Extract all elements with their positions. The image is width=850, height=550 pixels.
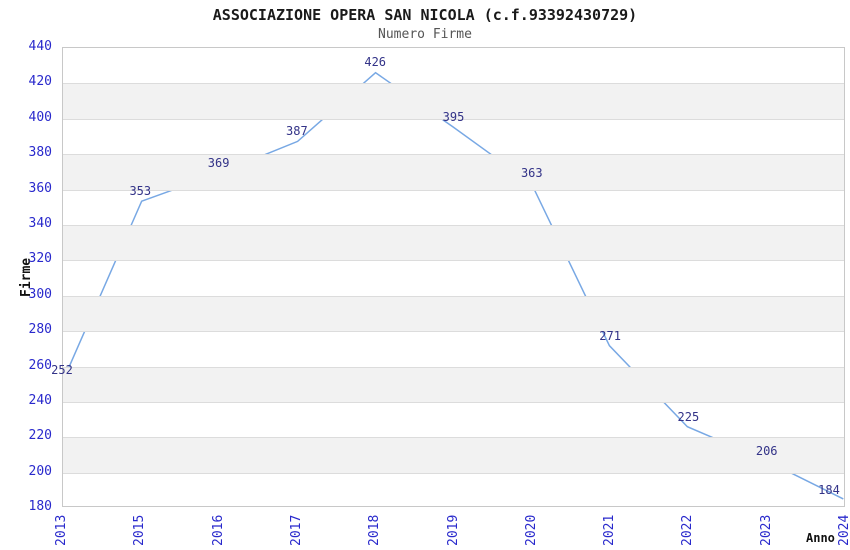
- gridline: [63, 295, 844, 297]
- y-tick-label: 360: [28, 180, 52, 196]
- x-tick-label: 2013: [54, 514, 69, 546]
- x-tick-label: 2021: [602, 514, 618, 546]
- y-tick-label: 420: [28, 74, 52, 90]
- series-line: [63, 71, 844, 500]
- x-tick-label: 2020: [523, 514, 539, 546]
- gridline: [63, 260, 844, 262]
- plot-band: [63, 295, 844, 332]
- gridline: [63, 437, 844, 439]
- data-point-label: 369: [207, 155, 230, 170]
- y-tick-label: 260: [28, 357, 52, 373]
- y-tick-label: 320: [28, 251, 52, 267]
- x-axis-title: Anno: [806, 531, 835, 545]
- plot-area: [62, 47, 845, 507]
- y-tick-label: 200: [28, 463, 52, 479]
- plot-band: [63, 224, 844, 261]
- gridline: [63, 154, 844, 156]
- data-point-label: 206: [755, 444, 778, 458]
- plot-band: [63, 437, 844, 473]
- y-tick-label: 440: [28, 39, 52, 54]
- x-tick-label: 2016: [210, 514, 226, 546]
- gridline: [63, 331, 844, 333]
- data-point-label: 363: [520, 166, 543, 181]
- chart-subtitle: Numero Firme: [378, 27, 472, 42]
- gridline: [63, 83, 844, 85]
- x-tick-label: 2022: [680, 514, 696, 546]
- x-tick-label: 2019: [445, 514, 461, 546]
- gridline: [63, 189, 844, 191]
- y-tick-label: 280: [28, 322, 52, 338]
- y-tick-label: 240: [28, 392, 52, 408]
- gridline: [63, 118, 844, 120]
- x-tick-label: 2017: [288, 514, 304, 546]
- y-tick-label: 400: [28, 109, 52, 125]
- y-tick-label: 340: [28, 215, 52, 231]
- data-point-label: 225: [677, 410, 700, 425]
- plot-band: [63, 154, 844, 190]
- gridline: [63, 472, 844, 474]
- data-point-label: 426: [364, 54, 387, 69]
- data-point-label: 252: [51, 362, 73, 377]
- x-tick-label: 2023: [758, 514, 774, 546]
- y-tick-label: 180: [28, 499, 52, 514]
- y-tick-label: 300: [28, 286, 52, 302]
- plot-band: [63, 83, 844, 119]
- gridline: [63, 224, 844, 226]
- x-tick-label: 2015: [132, 514, 148, 546]
- gridline: [63, 401, 844, 403]
- data-point-label: 184: [818, 482, 840, 497]
- data-point-label: 271: [599, 329, 621, 343]
- data-point-label: 395: [442, 109, 465, 124]
- y-tick-label: 220: [28, 428, 52, 444]
- x-tick-label: 2018: [367, 514, 383, 546]
- plot-band: [63, 366, 844, 402]
- x-tick-label: 2024: [837, 514, 850, 546]
- gridline: [63, 366, 844, 368]
- chart-title: ASSOCIAZIONE OPERA SAN NICOLA (c.f.93392…: [212, 6, 638, 24]
- data-point-label: 387: [286, 123, 308, 138]
- y-tick-label: 380: [28, 145, 52, 161]
- data-point-label: 353: [129, 183, 152, 198]
